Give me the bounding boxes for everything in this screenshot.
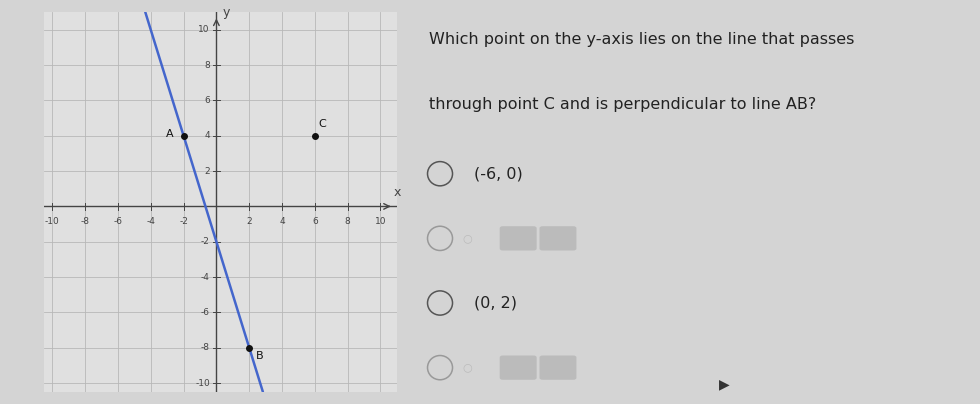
FancyBboxPatch shape bbox=[539, 226, 576, 250]
Text: through point C and is perpendicular to line AB?: through point C and is perpendicular to … bbox=[428, 97, 816, 112]
Text: 8: 8 bbox=[204, 61, 210, 69]
Text: 4: 4 bbox=[204, 131, 210, 140]
Text: 4: 4 bbox=[279, 217, 285, 226]
FancyBboxPatch shape bbox=[500, 226, 537, 250]
Text: y: y bbox=[223, 6, 230, 19]
Text: 6: 6 bbox=[204, 96, 210, 105]
Text: -10: -10 bbox=[195, 379, 210, 387]
Text: 2: 2 bbox=[246, 217, 252, 226]
FancyBboxPatch shape bbox=[500, 356, 537, 380]
Text: (-6, 0): (-6, 0) bbox=[474, 166, 523, 181]
Text: -2: -2 bbox=[179, 217, 188, 226]
FancyBboxPatch shape bbox=[539, 356, 576, 380]
Text: 2: 2 bbox=[204, 166, 210, 176]
Text: -6: -6 bbox=[201, 308, 210, 317]
Text: -4: -4 bbox=[146, 217, 155, 226]
Text: 8: 8 bbox=[345, 217, 351, 226]
Text: -6: -6 bbox=[114, 217, 122, 226]
Text: A: A bbox=[166, 129, 173, 139]
Text: (0, 2): (0, 2) bbox=[474, 295, 517, 311]
Text: 10: 10 bbox=[198, 25, 210, 34]
Text: ○: ○ bbox=[463, 363, 472, 372]
Text: -8: -8 bbox=[80, 217, 89, 226]
Text: -8: -8 bbox=[201, 343, 210, 352]
Text: -4: -4 bbox=[201, 273, 210, 282]
Text: -2: -2 bbox=[201, 237, 210, 246]
Text: 10: 10 bbox=[374, 217, 386, 226]
Text: C: C bbox=[318, 119, 326, 129]
Text: ▶: ▶ bbox=[719, 377, 729, 391]
Text: x: x bbox=[393, 186, 401, 199]
Text: Which point on the y-axis lies on the line that passes: Which point on the y-axis lies on the li… bbox=[428, 32, 854, 47]
Text: 6: 6 bbox=[312, 217, 318, 226]
Text: B: B bbox=[256, 351, 264, 361]
Text: ○: ○ bbox=[463, 234, 472, 243]
Text: -10: -10 bbox=[45, 217, 60, 226]
